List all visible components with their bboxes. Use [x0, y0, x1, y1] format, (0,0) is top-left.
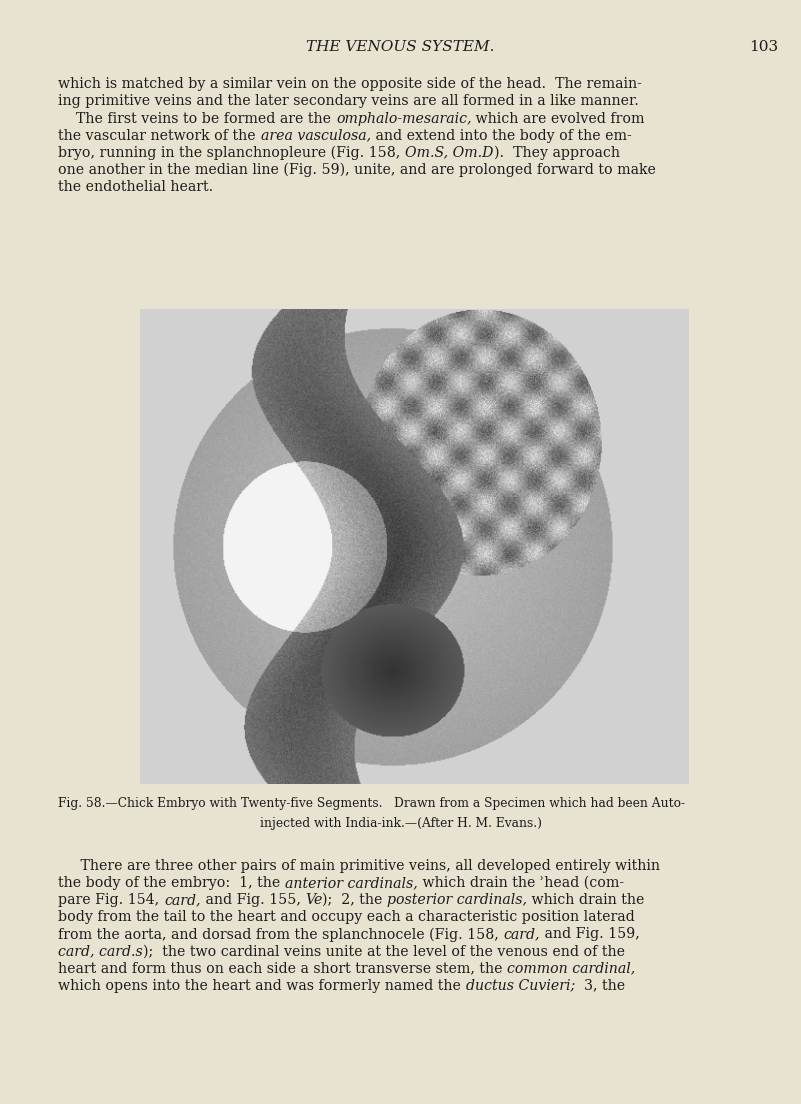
Text: which drain the: which drain the — [527, 893, 645, 907]
Text: body from the tail to the heart and occupy each a characteristic position latera: body from the tail to the heart and occu… — [58, 910, 635, 924]
Text: THE VENOUS SYSTEM.: THE VENOUS SYSTEM. — [306, 40, 495, 54]
Text: );  2, the: ); 2, the — [322, 893, 387, 907]
Text: one another in the median line (Fig. 59), unite, and are prolonged forward to ma: one another in the median line (Fig. 59)… — [58, 162, 656, 178]
Text: which are evolved from: which are evolved from — [472, 112, 645, 126]
Text: the endothelial heart.: the endothelial heart. — [58, 180, 214, 194]
Text: the body of the embryo:  1, the: the body of the embryo: 1, the — [58, 877, 285, 890]
Text: heart and form thus on each side a short transverse stem, the: heart and form thus on each side a short… — [58, 962, 508, 976]
Text: which drain the ʾhead (com-: which drain the ʾhead (com- — [418, 877, 624, 890]
Text: bryo, running in the splanchnopleure (Fig. 158,: bryo, running in the splanchnopleure (Fi… — [58, 146, 405, 160]
Text: Fig. 58.—Chick Embryo with Twenty-five Segments.   Drawn from a Specimen which h: Fig. 58.—Chick Embryo with Twenty-five S… — [58, 797, 686, 810]
Text: and Fig. 155,: and Fig. 155, — [200, 893, 305, 907]
Text: Om.S, Om.D: Om.S, Om.D — [405, 146, 493, 160]
Text: from the aorta, and dorsad from the splanchnocele (Fig. 158,: from the aorta, and dorsad from the spla… — [58, 927, 504, 942]
Text: Ve: Ve — [305, 893, 322, 907]
Text: 103: 103 — [750, 40, 779, 54]
Text: and Fig. 159,: and Fig. 159, — [540, 927, 640, 942]
Text: omphalo-mesaraic,: omphalo-mesaraic, — [336, 112, 472, 126]
Text: ).  They approach: ). They approach — [493, 146, 620, 160]
Text: area vasculosa,: area vasculosa, — [260, 128, 371, 142]
Text: which opens into the heart and was formerly named the: which opens into the heart and was forme… — [58, 978, 466, 992]
Text: There are three other pairs of main primitive veins, all developed entirely with: There are three other pairs of main prim… — [58, 859, 661, 873]
Text: anterior cardinals,: anterior cardinals, — [285, 877, 418, 890]
Text: The first veins to be formed are the: The first veins to be formed are the — [58, 112, 336, 126]
Text: card,: card, — [504, 927, 540, 942]
Text: which is matched by a similar vein on the opposite side of the head.  The remain: which is matched by a similar vein on th… — [58, 77, 642, 92]
Text: 3, the: 3, the — [575, 978, 626, 992]
Text: common cardinal,: common cardinal, — [508, 962, 636, 976]
Text: the vascular network of the: the vascular network of the — [58, 128, 260, 142]
Text: pare Fig. 154,: pare Fig. 154, — [58, 893, 164, 907]
Text: );  the two cardinal veins unite at the level of the venous end of the: ); the two cardinal veins unite at the l… — [143, 944, 626, 958]
Text: and extend into the body of the em-: and extend into the body of the em- — [371, 128, 631, 142]
Text: ductus Cuvieri;: ductus Cuvieri; — [466, 978, 575, 992]
Text: ing primitive veins and the later secondary veins are all formed in a like manne: ing primitive veins and the later second… — [58, 94, 639, 108]
Text: card, card.s: card, card.s — [58, 944, 143, 958]
Text: injected with India-ink.—(After H. M. Evans.): injected with India-ink.—(After H. M. Ev… — [260, 817, 541, 830]
Text: card,: card, — [164, 893, 200, 907]
Text: posterior cardinals,: posterior cardinals, — [387, 893, 527, 907]
